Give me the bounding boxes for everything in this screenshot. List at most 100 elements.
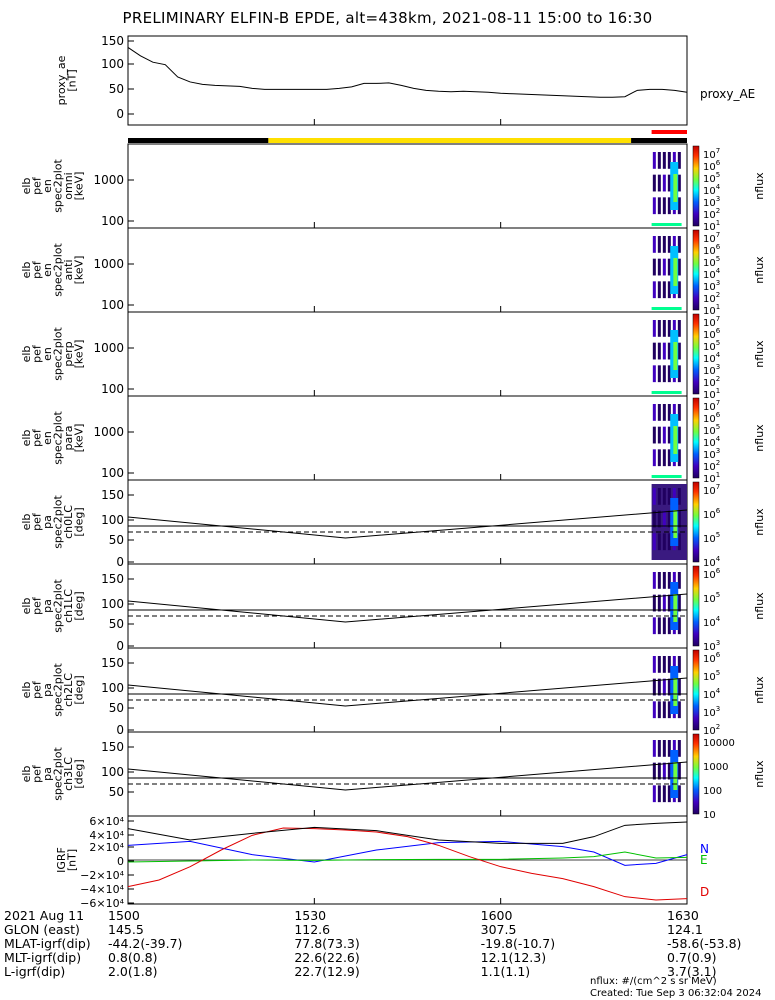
- spectro-cell: [657, 617, 661, 635]
- colorbar-tick: 10000: [703, 738, 735, 749]
- colorbar-tick: 105: [703, 423, 720, 437]
- ylabel-line: en: [41, 179, 54, 193]
- ylabel-line: [deg]: [72, 759, 85, 788]
- spectro-cell: [652, 678, 656, 696]
- ylabel-line: elb: [20, 262, 33, 279]
- science-zone-marker: [651, 130, 687, 134]
- panel-frame-pa_ch0: [127, 479, 688, 565]
- ytick-label: 150: [101, 488, 124, 502]
- spectro-cell: [652, 617, 656, 635]
- ylabel-line: elb: [20, 514, 33, 531]
- panel-frame-spec_perp: [127, 311, 688, 397]
- ylabel-line: spec2plot: [51, 243, 64, 297]
- spectro-cell: [667, 762, 671, 780]
- spectro-cell: [662, 594, 666, 612]
- spectro-baseline: [651, 307, 682, 310]
- spectro-cell: [652, 174, 656, 192]
- ytick-label: 100: [101, 513, 124, 527]
- colorbar-label: nflux: [753, 592, 766, 620]
- spectro-cell: [662, 678, 666, 696]
- colorbar-spec_para: [692, 397, 700, 479]
- proxy-ae-side-label: proxy_AE: [700, 87, 755, 101]
- footer-row-time: 2021 Aug 11: [4, 908, 85, 923]
- spectro-cell: [667, 785, 671, 803]
- ylabel-line: pef: [30, 764, 43, 783]
- ytick-label: −6×10⁴: [80, 897, 124, 910]
- footer-value: -19.8(-10.7): [480, 936, 556, 951]
- footer-value: 0.7(0.9): [667, 950, 717, 965]
- colorbar-tick: 106: [703, 327, 721, 341]
- spectro-cell: [652, 594, 656, 612]
- series-igrf-total: [127, 821, 688, 844]
- footer-value: -44.2(-39.7): [108, 936, 183, 951]
- ylabel-line: [deg]: [72, 591, 85, 620]
- colorbar-tick: 106: [703, 507, 721, 521]
- ylabel-line: [deg]: [72, 675, 85, 704]
- ytick-label: 100: [101, 681, 124, 695]
- spectro-cell: [667, 510, 671, 528]
- spectro-cell: [657, 701, 661, 719]
- ylabel-line: para: [62, 426, 75, 451]
- ytick-label: 100: [101, 298, 124, 312]
- colorbar-tick: 106: [703, 159, 721, 173]
- ytick-label: 100: [101, 382, 124, 396]
- colorbar-spec_anti: [692, 229, 700, 311]
- ylabel-line: [keV]: [72, 424, 85, 453]
- ylabel-line: pef: [30, 512, 43, 531]
- colorbar-tick: 103: [703, 279, 720, 293]
- spectro-peak: [673, 762, 678, 790]
- colorbar-tick: 107: [703, 399, 720, 413]
- spectro-cell: [652, 365, 656, 383]
- footer-value: 1.1(1.1): [480, 964, 531, 979]
- ytick-label: 150: [101, 656, 124, 670]
- spectro-cell: [662, 572, 666, 589]
- spectro-cell: [662, 449, 666, 467]
- colorbar-tick: 103: [703, 705, 720, 719]
- spectro-peak: [673, 174, 678, 202]
- ylabel-line: perp: [62, 341, 75, 366]
- spectro-cell: [677, 174, 681, 192]
- spectro-cell: [672, 740, 676, 757]
- footer-row-mlt: MLT-igrf(dip): [4, 950, 82, 965]
- spectro-cell: [677, 572, 681, 589]
- spectro-cell: [667, 701, 671, 719]
- spectro-cell: [662, 320, 666, 337]
- spectro-cell: [667, 236, 671, 253]
- colorbar-tick: 103: [703, 639, 720, 653]
- colorbar-tick: 105: [703, 171, 720, 185]
- spectro-cell: [662, 656, 666, 673]
- ytick-label: 150: [101, 34, 124, 48]
- spectro-cell: [662, 510, 666, 528]
- footer-row-lshell: L-igrf(dip): [4, 964, 66, 979]
- spectro-cell: [677, 404, 681, 421]
- ylabel-line: elb: [20, 766, 33, 783]
- ylabel-line: pef: [30, 428, 43, 447]
- spectro-cell: [667, 617, 671, 635]
- colorbar-tick: 101: [703, 387, 720, 401]
- spectro-cell: [657, 594, 661, 612]
- footer-value: 145.5: [108, 922, 144, 937]
- spectro-peak: [673, 258, 678, 286]
- spectro-cell: [677, 258, 681, 276]
- spectro-cell: [677, 701, 681, 719]
- spectro-cell: [662, 404, 666, 421]
- ytick-label: 100: [101, 597, 124, 611]
- panel-frame-pa_ch2: [127, 647, 688, 733]
- spectro-cell: [652, 426, 656, 444]
- spectro-cell: [652, 449, 656, 467]
- colorbar-label: nflux: [753, 676, 766, 704]
- ylabel-line: pef: [30, 260, 43, 279]
- colorbar-tick: 106: [703, 567, 721, 581]
- spectro-cell: [677, 617, 681, 635]
- ytick-label: 0: [116, 555, 124, 569]
- ylabel-line: pa: [41, 599, 54, 613]
- spectro-cell: [667, 342, 671, 360]
- spectro-cell: [652, 488, 656, 505]
- series-igrf-N: [127, 840, 688, 866]
- colorbar-tick: 104: [703, 267, 721, 281]
- colorbar-tick: 102: [703, 291, 720, 305]
- spectro-cell: [662, 740, 666, 757]
- spectro-cell: [662, 342, 666, 360]
